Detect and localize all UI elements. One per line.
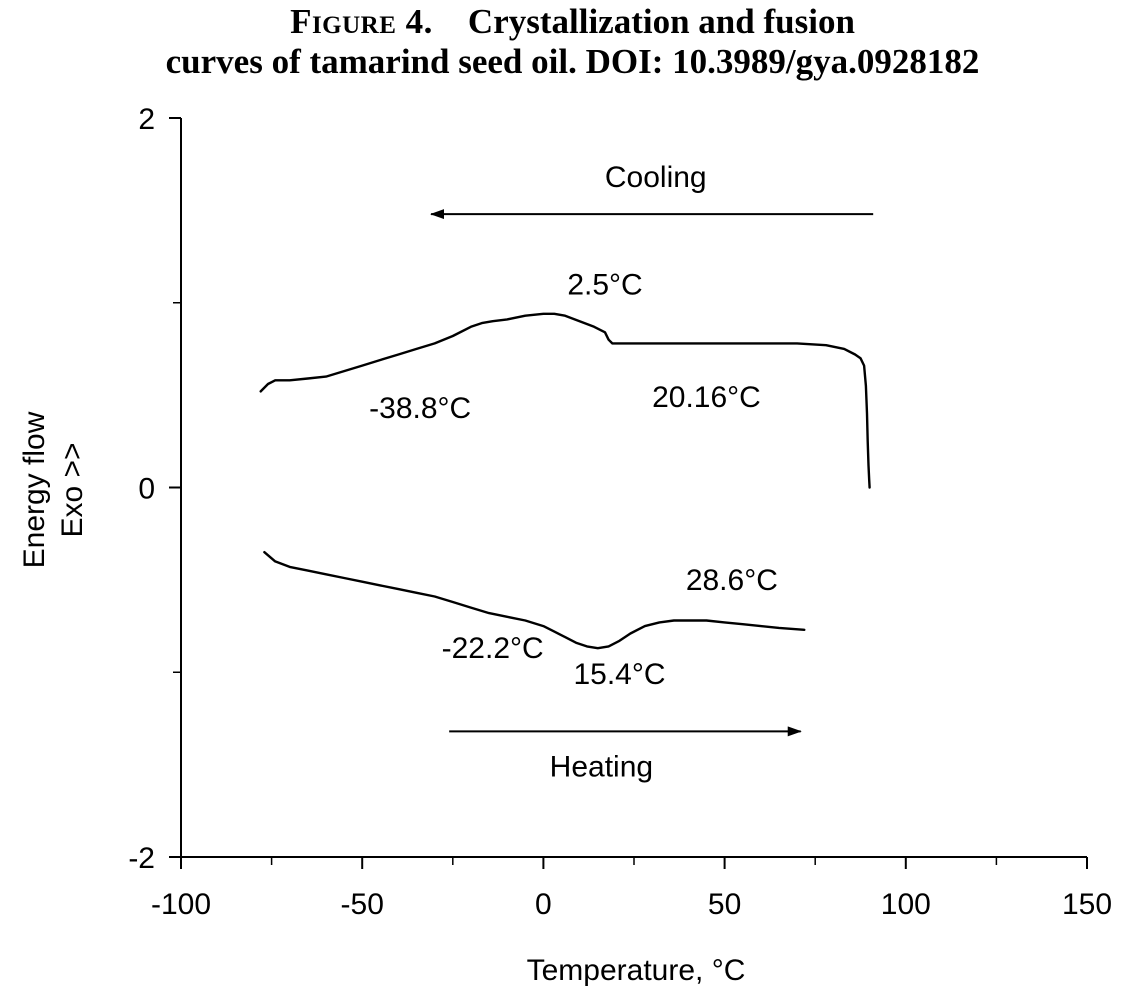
y-tick-label: 2 [138,103,155,136]
annotation-heating: Heating [550,750,653,783]
annotation-38-8-c: -38.8°C [369,392,471,425]
x-tick-label: 50 [708,888,741,921]
y-tick-label: -2 [128,842,155,875]
annotation-20-16-c: 20.16°C [652,381,761,414]
x-axis-label: Temperature, °C [527,954,746,987]
x-tick-label: -50 [341,888,384,921]
axes: -100 -50 0 50 100 150 -2 0 2 Temperature, °C Energ… [18,103,1112,987]
x-tick-label: -100 [151,888,211,921]
annotation-15-4-c: 15.4°C [573,658,665,691]
plot-area [259,312,871,650]
y-tick-label: 0 [138,473,155,506]
series-line-heating [263,551,806,650]
figure-caption-line-2: curves of tamarind seed oil. DOI: 10.398… [165,42,980,81]
annotation-2-5-c: 2.5°C [567,268,642,301]
x-tick-label: 150 [1062,888,1112,921]
annotations: Cooling 2.5°C -38.8°C 20.16°C 28.6°C -22.2°C 1… [369,161,874,783]
x-tick-label: 100 [881,888,931,921]
y-axis-label: Energy flow Exo >> [18,411,89,568]
annotation-cooling: Cooling [605,161,707,194]
annotation-22-2-c: -22.2°C [442,632,544,665]
figure-title-line-1: Figure 4. Crystallization and fusion [0,2,1145,42]
figure-label: Figure 4. [290,2,433,41]
figure-caption-line-1: Crystallization and fusion [467,2,855,41]
series-line-cooling [259,312,871,489]
x-tick-label: 0 [535,888,552,921]
figure-title: Figure 4. Crystallization and fusion cur… [0,2,1145,82]
y-axis-label-line-1: Energy flow [18,411,51,568]
annotation-28-6-c: 28.6°C [686,564,778,597]
y-axis-label-line-2: Exo >> [56,442,89,537]
